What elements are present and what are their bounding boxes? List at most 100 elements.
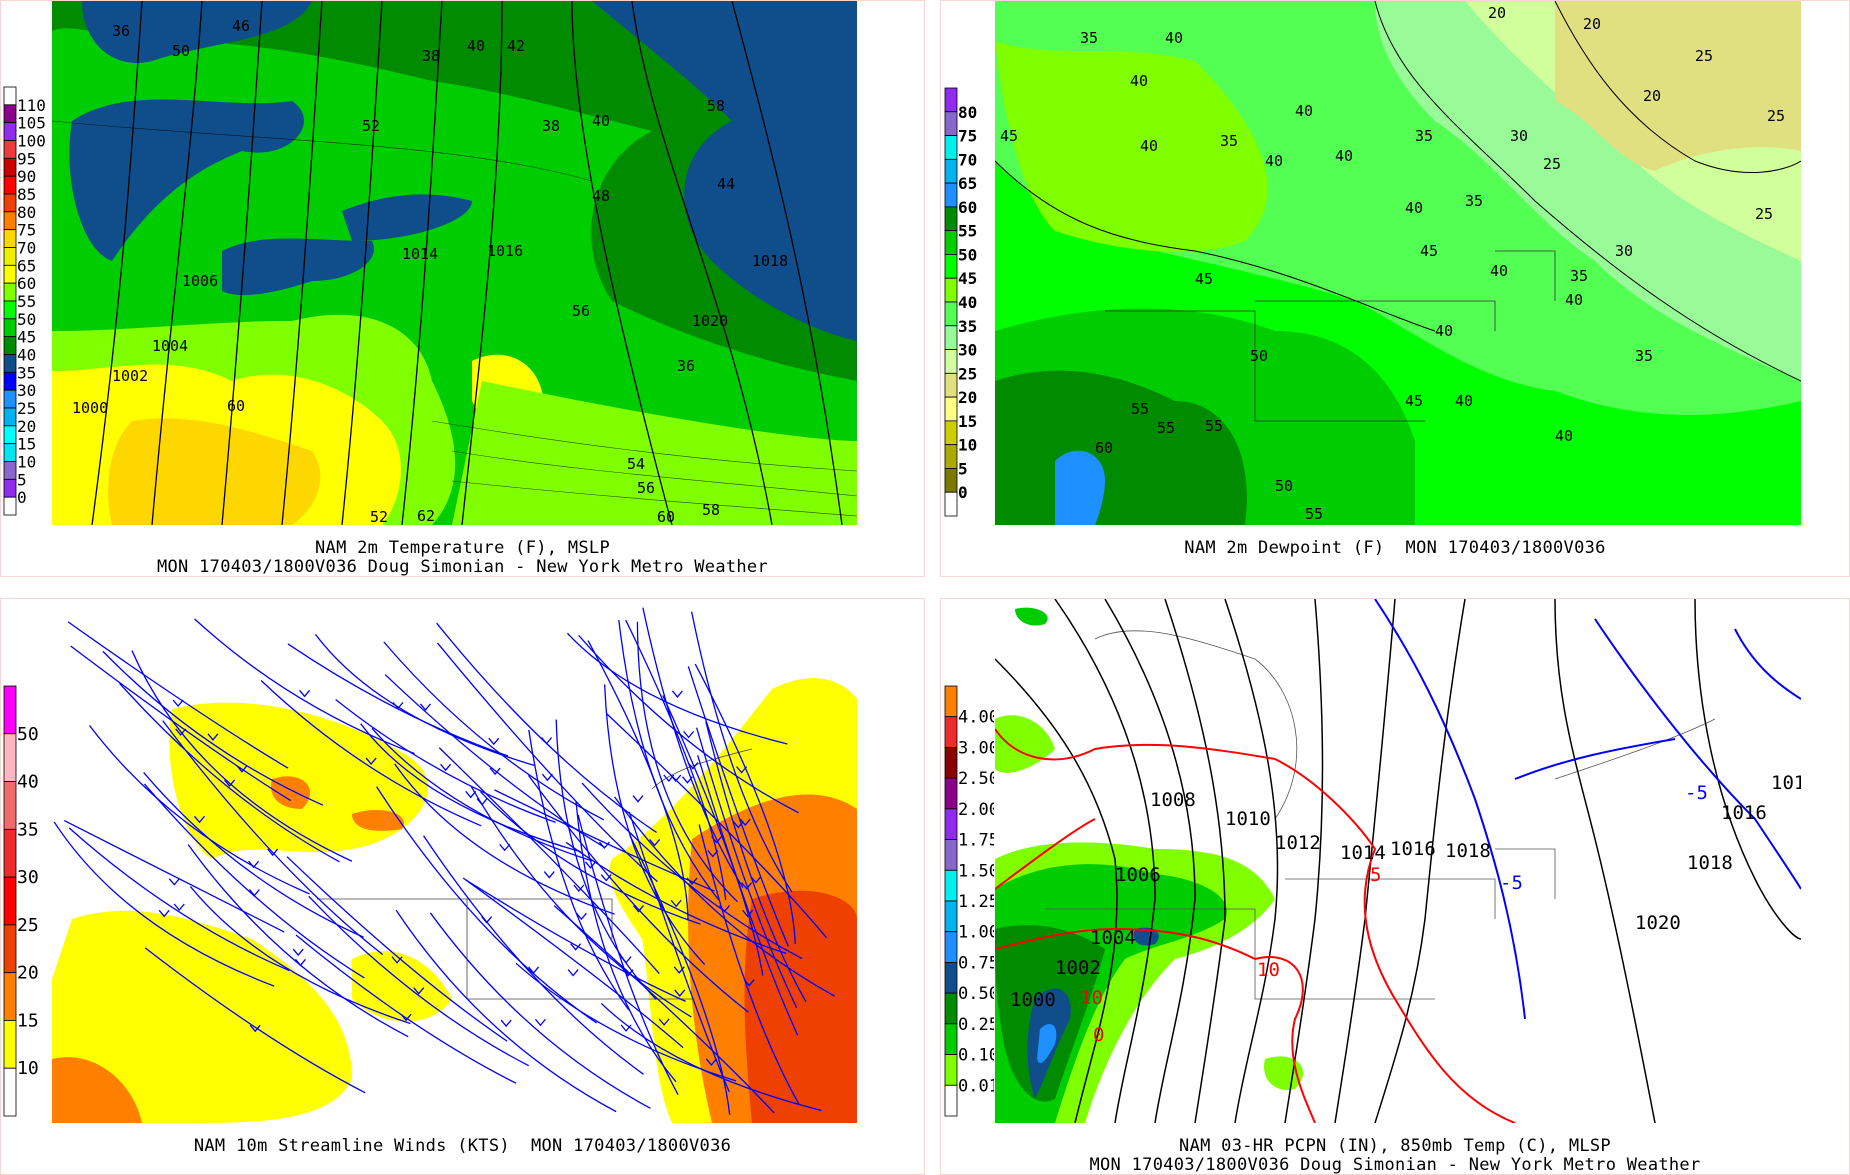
colorbar-label: 10 — [17, 1058, 39, 1079]
contour-label: 58 — [707, 97, 725, 115]
streamline-arrow-icon — [671, 690, 683, 698]
colorbar-label: 65 — [17, 256, 36, 275]
streamline-arrow-icon — [224, 779, 236, 787]
streamline — [690, 611, 793, 892]
streamline — [462, 877, 684, 1049]
streamline-arrow-icon — [739, 818, 751, 827]
streamline — [662, 695, 764, 976]
colorbar-swatch — [944, 992, 958, 1025]
colorbar-swatch — [944, 777, 958, 810]
contour-label: 45 — [1405, 392, 1423, 410]
contour-label: 44 — [717, 175, 735, 193]
colorbar-swatch — [3, 389, 17, 409]
contour-label: 40 — [1405, 199, 1423, 217]
streamline — [603, 684, 706, 965]
temp-label: -5 — [1685, 782, 1708, 804]
streamline — [575, 801, 677, 1083]
contour-label: 45 — [1420, 242, 1438, 260]
streamline — [429, 912, 651, 1109]
streamline-arrow-icon — [400, 1013, 412, 1022]
contour-label: 40 — [1435, 322, 1453, 340]
contour-label: 56 — [637, 479, 655, 497]
streamline-arrow-icon — [743, 979, 755, 987]
streamline — [360, 723, 581, 853]
contour-label: 42 — [507, 37, 525, 55]
streamline — [694, 663, 796, 945]
colorbar-label: 2.50 — [958, 769, 994, 789]
colorbar-label: 100 — [17, 132, 46, 151]
contour-label: 40 — [592, 112, 610, 130]
colorbar-label: 20 — [17, 963, 39, 984]
dewpoint-map: 35 40 20 20 20 25 25 40 40 45 35 40 40 3… — [995, 1, 1801, 525]
streamline-arrow-icon — [193, 815, 205, 824]
streamline-arrow-icon — [392, 701, 404, 710]
streamline — [566, 632, 788, 745]
streamline-arrow-icon — [173, 903, 185, 912]
colorbar-label: 60 — [958, 198, 977, 217]
streamline-arrow-icon — [658, 1018, 670, 1026]
contour-label: 40 — [1565, 291, 1583, 309]
precip-map: 1008 1010 1012 1014 1016 1018 1006 1004 … — [995, 599, 1801, 1123]
streamline-arrow-icon — [736, 766, 748, 774]
contour-label: 40 — [1455, 392, 1473, 410]
streamline-arrow-icon — [365, 757, 377, 766]
streamline-arrow-icon — [750, 876, 762, 884]
temperature-colorbar: 1101051009590858075706560555045403530252… — [3, 86, 46, 516]
colorbar-label: 25 — [17, 915, 39, 936]
dewpoint-caption-title: NAM 2m Dewpoint (F) MON 170403/1800V036 — [1184, 538, 1606, 558]
precip-caption-title: NAM 03-HR PCPN (IN), 850mb Temp (C), MLS… — [1179, 1136, 1611, 1156]
colorbar-label: 25 — [958, 364, 977, 383]
precip-caption-run: MON 170403/1800V036 Doug Simonian - New … — [1089, 1155, 1701, 1175]
colorbar-swatch — [944, 1054, 958, 1086]
streamline — [286, 856, 508, 1042]
streamlines-map — [52, 599, 857, 1123]
streamline — [187, 844, 409, 1038]
streamline-arrow-icon — [248, 860, 260, 869]
streamline-arrow-icon — [705, 1058, 717, 1066]
contour-label: 36 — [112, 22, 130, 40]
colorbar-swatch — [3, 407, 17, 427]
streamline-arrow-icon — [292, 948, 304, 957]
contour-label: 50 — [1275, 477, 1293, 495]
streamline — [625, 619, 727, 901]
streamline — [698, 824, 800, 1105]
streamline — [527, 775, 749, 1013]
colorbar-swatch — [3, 229, 17, 248]
streamline — [131, 650, 353, 862]
contour-label: 40 — [1265, 152, 1283, 170]
streamline — [528, 729, 630, 1011]
colorbar-swatch — [3, 478, 17, 498]
streamline — [53, 821, 275, 987]
contour-label: 36 — [677, 357, 695, 375]
streamline — [606, 713, 828, 939]
streamline — [67, 621, 289, 769]
colorbar-swatch — [944, 1084, 958, 1117]
colorbar-label: 10 — [17, 453, 36, 472]
colorbar-swatch — [3, 122, 17, 141]
colorbar-swatch — [3, 876, 17, 926]
colorbar-swatch — [3, 733, 17, 782]
streamline — [335, 699, 556, 823]
colorbar-swatch — [3, 104, 17, 124]
colorbar-swatch — [944, 135, 958, 160]
contour-label: 40 — [1555, 427, 1573, 445]
colorbar-swatch — [944, 111, 958, 136]
colorbar-label: 30 — [958, 341, 977, 360]
streamline-arrow-icon — [584, 861, 596, 869]
streamline-arrow-icon — [489, 767, 501, 776]
temp-label: 10 — [1080, 987, 1103, 1009]
colorbar-label: 35 — [958, 317, 977, 336]
streamline-arrow-icon — [673, 966, 685, 974]
contour-label: 55 — [1205, 417, 1223, 435]
colorbar-label: 15 — [958, 412, 977, 431]
colorbar-swatch — [3, 972, 17, 1021]
colorbar-swatch — [3, 1067, 17, 1117]
colorbar-label: 0.50 — [958, 984, 994, 1004]
colorbar-swatch — [944, 396, 958, 422]
streamline — [383, 641, 605, 821]
contour-label: 40 — [1165, 29, 1183, 47]
streamline — [578, 634, 799, 814]
contour-label: 54 — [627, 455, 645, 473]
streamline — [494, 789, 715, 892]
streamline-arrow-icon — [419, 703, 431, 711]
